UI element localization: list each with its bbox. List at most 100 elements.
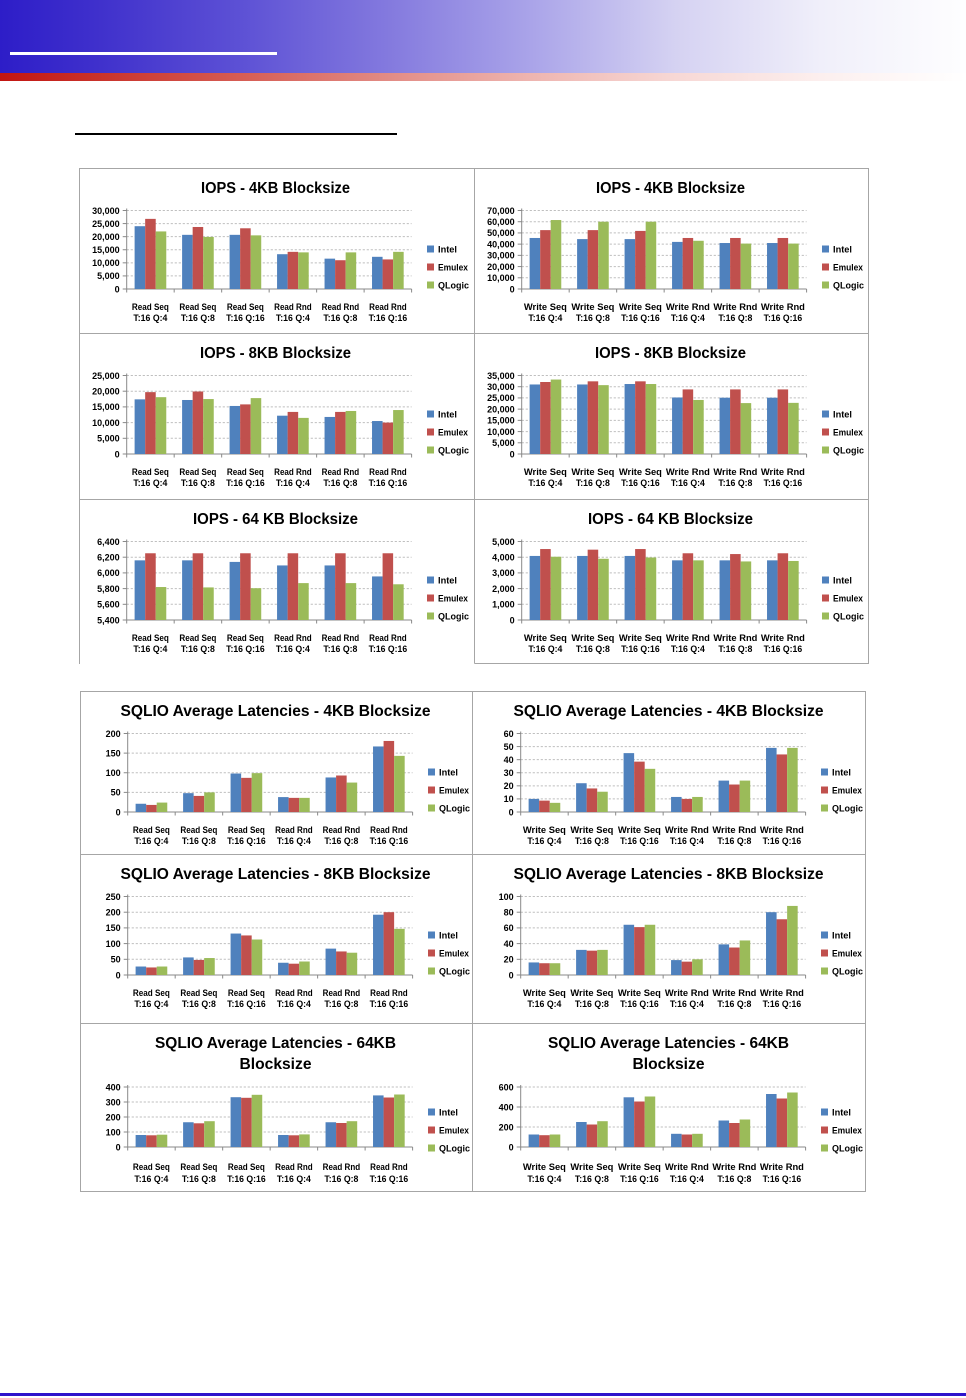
svg-text:T:16 Q:8: T:16 Q:8 bbox=[324, 999, 358, 1010]
svg-text:T:16 Q:4: T:16 Q:4 bbox=[670, 999, 705, 1010]
svg-text:T:16 Q:4: T:16 Q:4 bbox=[134, 999, 169, 1010]
svg-text:Write Rnd: Write Rnd bbox=[666, 302, 710, 313]
svg-text:Read Seq: Read Seq bbox=[228, 825, 265, 836]
svg-text:Read Rnd: Read Rnd bbox=[275, 825, 313, 836]
svg-text:200: 200 bbox=[106, 1112, 121, 1122]
svg-text:1,000: 1,000 bbox=[492, 600, 515, 610]
svg-text:T:16 Q:8: T:16 Q:8 bbox=[575, 836, 609, 847]
svg-text:Intel: Intel bbox=[832, 930, 851, 941]
svg-text:T:16 Q:4: T:16 Q:4 bbox=[528, 644, 563, 655]
svg-text:IOPS - 4KB Blocksize: IOPS - 4KB Blocksize bbox=[596, 180, 745, 197]
svg-text:Read Seq: Read Seq bbox=[228, 1162, 265, 1173]
svg-text:Intel: Intel bbox=[833, 409, 852, 420]
svg-text:Read Seq: Read Seq bbox=[180, 988, 217, 999]
svg-text:T:16 Q:4: T:16 Q:4 bbox=[276, 644, 311, 655]
svg-text:0: 0 bbox=[510, 615, 515, 625]
svg-text:Write Seq: Write Seq bbox=[571, 633, 614, 644]
svg-text:T:16 Q:4: T:16 Q:4 bbox=[671, 313, 706, 324]
svg-text:IOPS - 64 KB Blocksize: IOPS - 64 KB Blocksize bbox=[193, 511, 358, 528]
svg-text:Write Seq: Write Seq bbox=[523, 988, 566, 999]
svg-text:50,000: 50,000 bbox=[487, 228, 515, 238]
svg-text:Emulex: Emulex bbox=[832, 948, 863, 959]
svg-text:20: 20 bbox=[504, 955, 514, 965]
svg-text:T:16 Q:16: T:16 Q:16 bbox=[370, 1174, 409, 1185]
svg-text:T:16 Q:4: T:16 Q:4 bbox=[528, 313, 563, 324]
svg-text:35,000: 35,000 bbox=[487, 371, 515, 381]
svg-text:Blocksize: Blocksize bbox=[240, 1056, 312, 1073]
svg-text:Read Rnd: Read Rnd bbox=[274, 633, 312, 644]
svg-text:Read Seq: Read Seq bbox=[179, 302, 216, 313]
svg-text:T:16 Q:16: T:16 Q:16 bbox=[227, 1174, 266, 1185]
svg-text:Read Seq: Read Seq bbox=[227, 633, 264, 644]
svg-text:T:16 Q:4: T:16 Q:4 bbox=[133, 644, 168, 655]
svg-text:Read Rnd: Read Rnd bbox=[370, 825, 408, 836]
svg-text:Intel: Intel bbox=[439, 1107, 458, 1118]
svg-text:200: 200 bbox=[499, 1122, 514, 1132]
svg-text:2,000: 2,000 bbox=[492, 584, 515, 594]
svg-text:Read Seq: Read Seq bbox=[180, 825, 217, 836]
svg-text:T:16 Q:16: T:16 Q:16 bbox=[227, 999, 266, 1010]
svg-text:Write Seq: Write Seq bbox=[570, 988, 613, 999]
svg-text:3,000: 3,000 bbox=[492, 568, 515, 578]
svg-text:Read Seq: Read Seq bbox=[227, 467, 264, 478]
svg-text:0: 0 bbox=[116, 1142, 121, 1152]
svg-text:Read Rnd: Read Rnd bbox=[274, 467, 312, 478]
svg-text:6,200: 6,200 bbox=[97, 553, 120, 563]
svg-text:QLogic: QLogic bbox=[439, 803, 470, 814]
svg-text:15,000: 15,000 bbox=[92, 402, 120, 412]
svg-text:QLogic: QLogic bbox=[832, 1143, 863, 1154]
svg-text:Read Seq: Read Seq bbox=[133, 988, 170, 999]
svg-text:20,000: 20,000 bbox=[487, 404, 515, 414]
svg-text:Read Seq: Read Seq bbox=[179, 633, 216, 644]
svg-text:25,000: 25,000 bbox=[487, 393, 515, 403]
svg-text:Write Rnd: Write Rnd bbox=[760, 1162, 804, 1173]
svg-text:Intel: Intel bbox=[439, 930, 458, 941]
svg-text:T:16 Q:16: T:16 Q:16 bbox=[369, 478, 408, 489]
svg-text:5,000: 5,000 bbox=[492, 537, 515, 547]
svg-text:30: 30 bbox=[504, 768, 514, 778]
svg-text:T:16 Q:8: T:16 Q:8 bbox=[576, 644, 610, 655]
svg-text:60: 60 bbox=[504, 923, 514, 933]
svg-text:Read Seq: Read Seq bbox=[133, 825, 170, 836]
svg-text:50: 50 bbox=[111, 788, 121, 798]
svg-text:T:16 Q:16: T:16 Q:16 bbox=[764, 478, 803, 489]
svg-text:Emulex: Emulex bbox=[832, 785, 863, 796]
svg-text:T:16 Q:4: T:16 Q:4 bbox=[134, 1174, 169, 1185]
svg-text:Intel: Intel bbox=[833, 575, 852, 586]
svg-text:T:16 Q:16: T:16 Q:16 bbox=[227, 836, 266, 847]
svg-text:Write Seq: Write Seq bbox=[571, 467, 614, 478]
svg-text:T:16 Q:8: T:16 Q:8 bbox=[718, 644, 752, 655]
svg-text:SQLIO Average Latencies - 8KB: SQLIO Average Latencies - 8KB Blocksize bbox=[121, 866, 431, 883]
svg-text:T:16 Q:16: T:16 Q:16 bbox=[369, 644, 408, 655]
svg-text:Write Seq: Write Seq bbox=[570, 825, 613, 836]
svg-text:T:16 Q:8: T:16 Q:8 bbox=[182, 836, 216, 847]
svg-text:Write Rnd: Write Rnd bbox=[712, 825, 756, 836]
svg-text:Read Rnd: Read Rnd bbox=[322, 302, 360, 313]
svg-text:10: 10 bbox=[504, 794, 514, 804]
svg-text:Read Seq: Read Seq bbox=[228, 988, 265, 999]
svg-text:15,000: 15,000 bbox=[487, 416, 515, 426]
svg-text:100: 100 bbox=[106, 1127, 121, 1137]
svg-text:Emulex: Emulex bbox=[833, 593, 864, 604]
svg-text:T:16 Q:4: T:16 Q:4 bbox=[527, 999, 562, 1010]
svg-text:T:16 Q:4: T:16 Q:4 bbox=[528, 478, 563, 489]
svg-text:250: 250 bbox=[106, 892, 121, 902]
svg-text:T:16 Q:4: T:16 Q:4 bbox=[133, 313, 168, 324]
svg-text:SQLIO Average Latencies - 64KB: SQLIO Average Latencies - 64KB bbox=[155, 1035, 396, 1052]
svg-text:Write Rnd: Write Rnd bbox=[713, 633, 757, 644]
svg-text:T:16 Q:16: T:16 Q:16 bbox=[764, 313, 803, 324]
svg-text:T:16 Q:8: T:16 Q:8 bbox=[717, 836, 751, 847]
svg-text:Emulex: Emulex bbox=[832, 1125, 863, 1136]
svg-text:Write Rnd: Write Rnd bbox=[761, 467, 805, 478]
svg-text:Read Rnd: Read Rnd bbox=[370, 1162, 408, 1173]
svg-text:100: 100 bbox=[106, 768, 121, 778]
svg-text:600: 600 bbox=[499, 1082, 514, 1092]
svg-text:T:16 Q:4: T:16 Q:4 bbox=[276, 313, 311, 324]
svg-text:20,000: 20,000 bbox=[487, 262, 515, 272]
svg-text:T:16 Q:16: T:16 Q:16 bbox=[226, 644, 265, 655]
svg-text:T:16 Q:4: T:16 Q:4 bbox=[277, 1174, 312, 1185]
svg-text:Write Seq: Write Seq bbox=[524, 633, 567, 644]
svg-text:Read Rnd: Read Rnd bbox=[323, 825, 361, 836]
svg-text:10,000: 10,000 bbox=[487, 273, 515, 283]
svg-text:Write Seq: Write Seq bbox=[524, 467, 567, 478]
